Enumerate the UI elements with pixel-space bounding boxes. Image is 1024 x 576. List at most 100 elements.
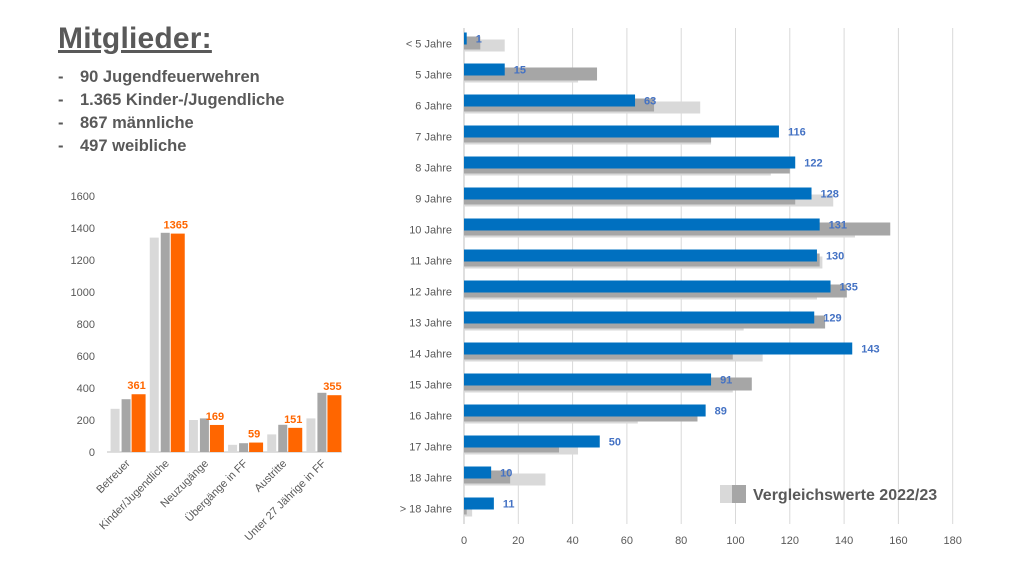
bar: [149, 237, 159, 452]
data-label: 128: [821, 189, 839, 201]
y-tick-label: 10 Jahre: [409, 225, 452, 237]
summary-item: -90 Jugendfeuerwehren: [58, 66, 284, 89]
x-tick-label: 80: [675, 535, 687, 547]
x-tick-label: 100: [726, 535, 744, 547]
bar: [327, 395, 342, 452]
summary-item: -1.365 Kinder-/Jugendliche: [58, 89, 284, 112]
bar: [228, 444, 238, 452]
y-tick-label: 11 Jahre: [410, 256, 452, 268]
x-tick-label: Kinder/Jugendliche: [97, 458, 172, 533]
bar: [170, 233, 185, 452]
data-label: 122: [804, 158, 822, 170]
bar: [464, 342, 853, 355]
bar: [317, 392, 327, 452]
summary-item: -497 weibliche: [58, 135, 284, 158]
bullet-dash: -: [58, 114, 64, 132]
x-tick-label: 180: [944, 535, 962, 547]
bar: [288, 427, 303, 452]
y-tick-label: 400: [77, 383, 95, 395]
bar: [464, 497, 494, 510]
data-label: 15: [514, 65, 526, 77]
legend: Vergleichswerte 2022/23: [720, 485, 937, 504]
x-tick-label: 0: [461, 535, 467, 547]
data-label: 10: [500, 468, 512, 480]
data-label: 50: [609, 437, 621, 449]
y-tick-label: 14 Jahre: [409, 349, 452, 361]
bar: [278, 424, 288, 452]
bar: [464, 36, 481, 50]
y-tick-label: 7 Jahre: [415, 132, 452, 144]
data-label: 63: [644, 96, 656, 108]
y-tick-label: 9 Jahre: [415, 194, 452, 206]
y-tick-label: 18 Jahre: [409, 473, 452, 485]
data-label: 116: [788, 127, 806, 139]
y-tick-label: 200: [77, 415, 95, 427]
y-tick-label: 1600: [71, 191, 95, 203]
legend-swatch: [732, 485, 746, 503]
data-label: 361: [127, 380, 145, 392]
data-label: 169: [206, 411, 224, 423]
bar: [464, 435, 600, 448]
y-tick-label: 800: [77, 319, 95, 331]
x-tick-label: 40: [566, 535, 578, 547]
bar: [464, 280, 831, 293]
y-tick-label: > 18 Jahre: [400, 504, 452, 516]
data-label: 151: [284, 414, 302, 426]
summary-text: 497 weibliche: [80, 137, 187, 155]
bar: [121, 399, 131, 452]
x-tick-label: 160: [889, 535, 907, 547]
data-label: 1: [476, 34, 482, 46]
bar: [464, 156, 796, 169]
x-tick-label: 120: [781, 535, 799, 547]
bar: [209, 424, 224, 452]
bar: [464, 373, 712, 386]
data-label: 131: [829, 220, 847, 232]
bar: [188, 420, 198, 452]
bar: [464, 504, 473, 517]
y-tick-label: 15 Jahre: [409, 380, 452, 392]
data-label: 11: [503, 499, 515, 511]
legend-swatch: [720, 485, 732, 503]
y-tick-label: 0: [89, 447, 95, 459]
bar: [267, 434, 277, 452]
x-tick-label: 140: [835, 535, 853, 547]
y-tick-label: 5 Jahre: [415, 70, 452, 82]
data-label: 135: [840, 282, 858, 294]
bar: [464, 32, 467, 45]
y-tick-label: 1000: [71, 287, 95, 299]
x-tick-label: Betreuer: [94, 457, 133, 496]
membership-bar-chart: 0 200 400 600 800 1000 1200 1400 1600 361 Betreuer…: [71, 191, 342, 544]
bar: [199, 418, 209, 452]
bar: [239, 443, 249, 452]
bar: [464, 466, 492, 479]
x-tick-label: Unter 27 Jährige in FF: [243, 457, 329, 543]
bar: [464, 249, 817, 262]
bar: [249, 442, 264, 452]
bar: [464, 63, 505, 76]
legend-label: Vergleichswerte 2022/23: [753, 487, 937, 504]
bar: [464, 218, 820, 231]
summary-text: 1.365 Kinder-/Jugendliche: [80, 91, 285, 109]
data-label: 143: [861, 344, 879, 356]
bar: [160, 232, 170, 452]
summary-text: 867 männliche: [80, 114, 194, 132]
y-tick-label: 13 Jahre: [409, 318, 452, 330]
data-label: 1365: [164, 220, 188, 232]
y-tick-label: 1200: [71, 255, 95, 267]
y-tick-label: 17 Jahre: [409, 442, 452, 454]
member-summary-list: -90 Jugendfeuerwehren -1.365 Kinder-/Jug…: [58, 66, 284, 158]
bar: [464, 311, 815, 324]
bullet-dash: -: [58, 137, 64, 155]
bullet-dash: -: [58, 68, 64, 86]
data-label: 129: [823, 313, 841, 325]
y-tick-label: 6 Jahre: [415, 101, 452, 113]
data-label: 355: [323, 381, 341, 393]
bar: [306, 418, 316, 452]
bar: [464, 404, 706, 417]
y-tick-label: 8 Jahre: [415, 163, 452, 175]
data-label: 91: [720, 375, 732, 387]
y-tick-label: 12 Jahre: [409, 287, 452, 299]
y-tick-label: < 5 Jahre: [406, 39, 452, 51]
x-tick-label: Austritte: [252, 458, 289, 495]
bullet-dash: -: [58, 91, 64, 109]
